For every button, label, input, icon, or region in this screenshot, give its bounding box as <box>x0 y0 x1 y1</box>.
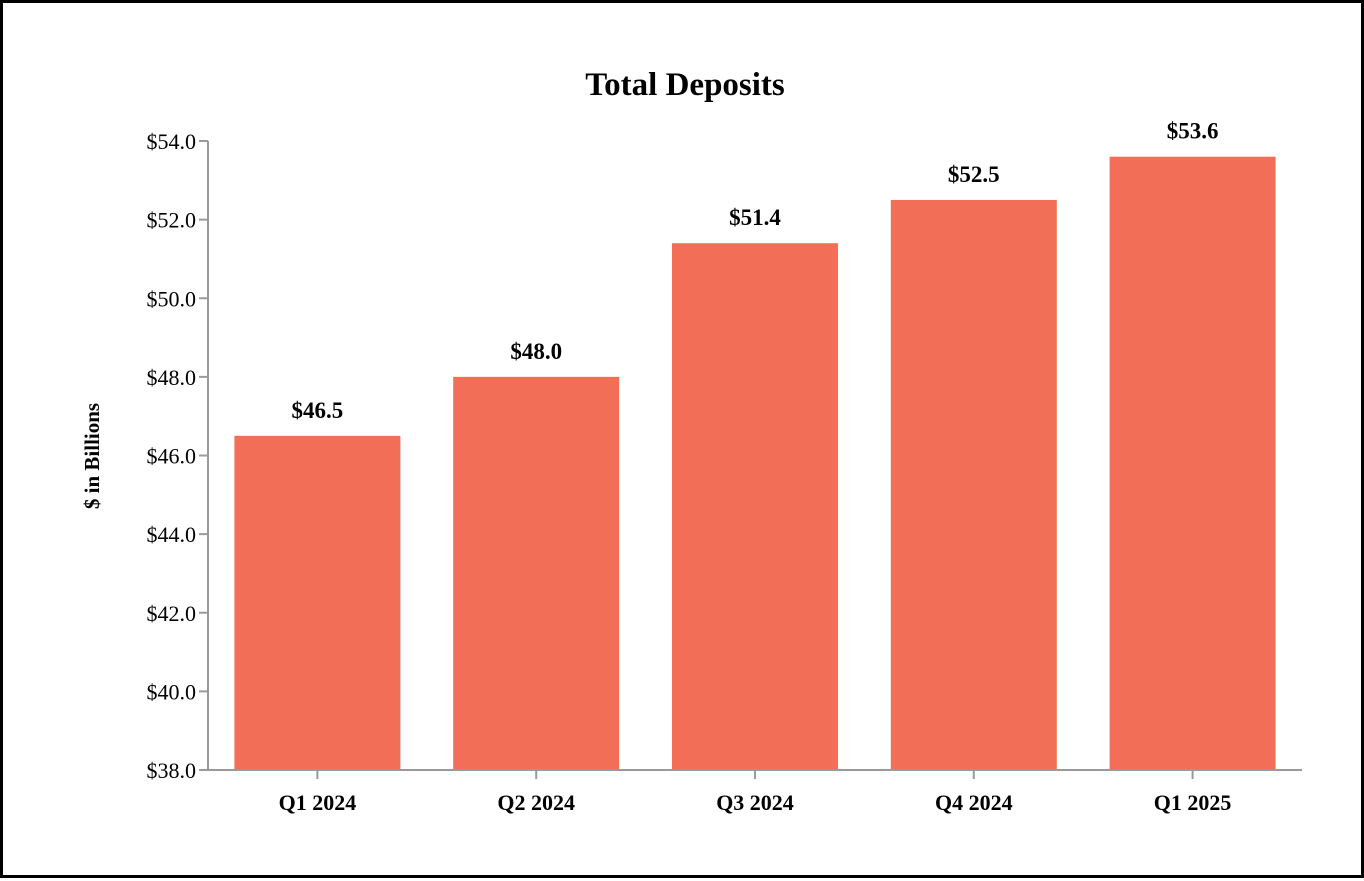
x-tick-label: Q2 2024 <box>497 790 575 815</box>
y-tick-label: $38.0 <box>147 758 197 783</box>
bar-chart: Total Deposits $ in Billions $38.0$40.0$… <box>80 67 1302 815</box>
y-axis: $38.0 $40.0 $42.0 $44.0 $46.0 $48.0 $50.0 $52.0… <box>147 129 209 783</box>
bars: $46.5 $48.0 $51.4 $52.5 $53.6 <box>234 119 1276 771</box>
bar <box>453 376 620 770</box>
y-axis-label: $ in Billions <box>80 403 104 509</box>
x-axis: Q1 2024 Q2 2024 Q3 2024 Q4 2024 Q1 2025 <box>208 769 1302 815</box>
data-label: $46.5 <box>292 398 344 423</box>
x-tick-label: Q4 2024 <box>935 790 1013 815</box>
x-tick-label: Q1 2025 <box>1154 790 1232 815</box>
y-tick-label: $42.0 <box>147 601 197 626</box>
data-label: $53.6 <box>1167 119 1219 144</box>
data-label: $48.0 <box>510 339 562 364</box>
data-label: $52.5 <box>948 162 1000 187</box>
x-tick-label: Q3 2024 <box>716 790 794 815</box>
bar <box>890 199 1057 770</box>
y-tick-label: $46.0 <box>147 444 197 469</box>
bar <box>672 243 838 770</box>
y-tick-label: $40.0 <box>147 679 197 704</box>
bar <box>1109 156 1276 771</box>
x-tick-label: Q1 2024 <box>279 790 357 815</box>
y-tick-label: $50.0 <box>147 286 197 311</box>
y-tick-label: $48.0 <box>147 365 197 390</box>
y-tick-label: $54.0 <box>147 129 197 154</box>
y-tick-label: $44.0 <box>147 522 197 547</box>
data-label: $51.4 <box>729 205 781 230</box>
bar <box>234 435 401 770</box>
chart-title: Total Deposits <box>585 67 785 103</box>
y-tick-label: $52.0 <box>147 208 197 233</box>
